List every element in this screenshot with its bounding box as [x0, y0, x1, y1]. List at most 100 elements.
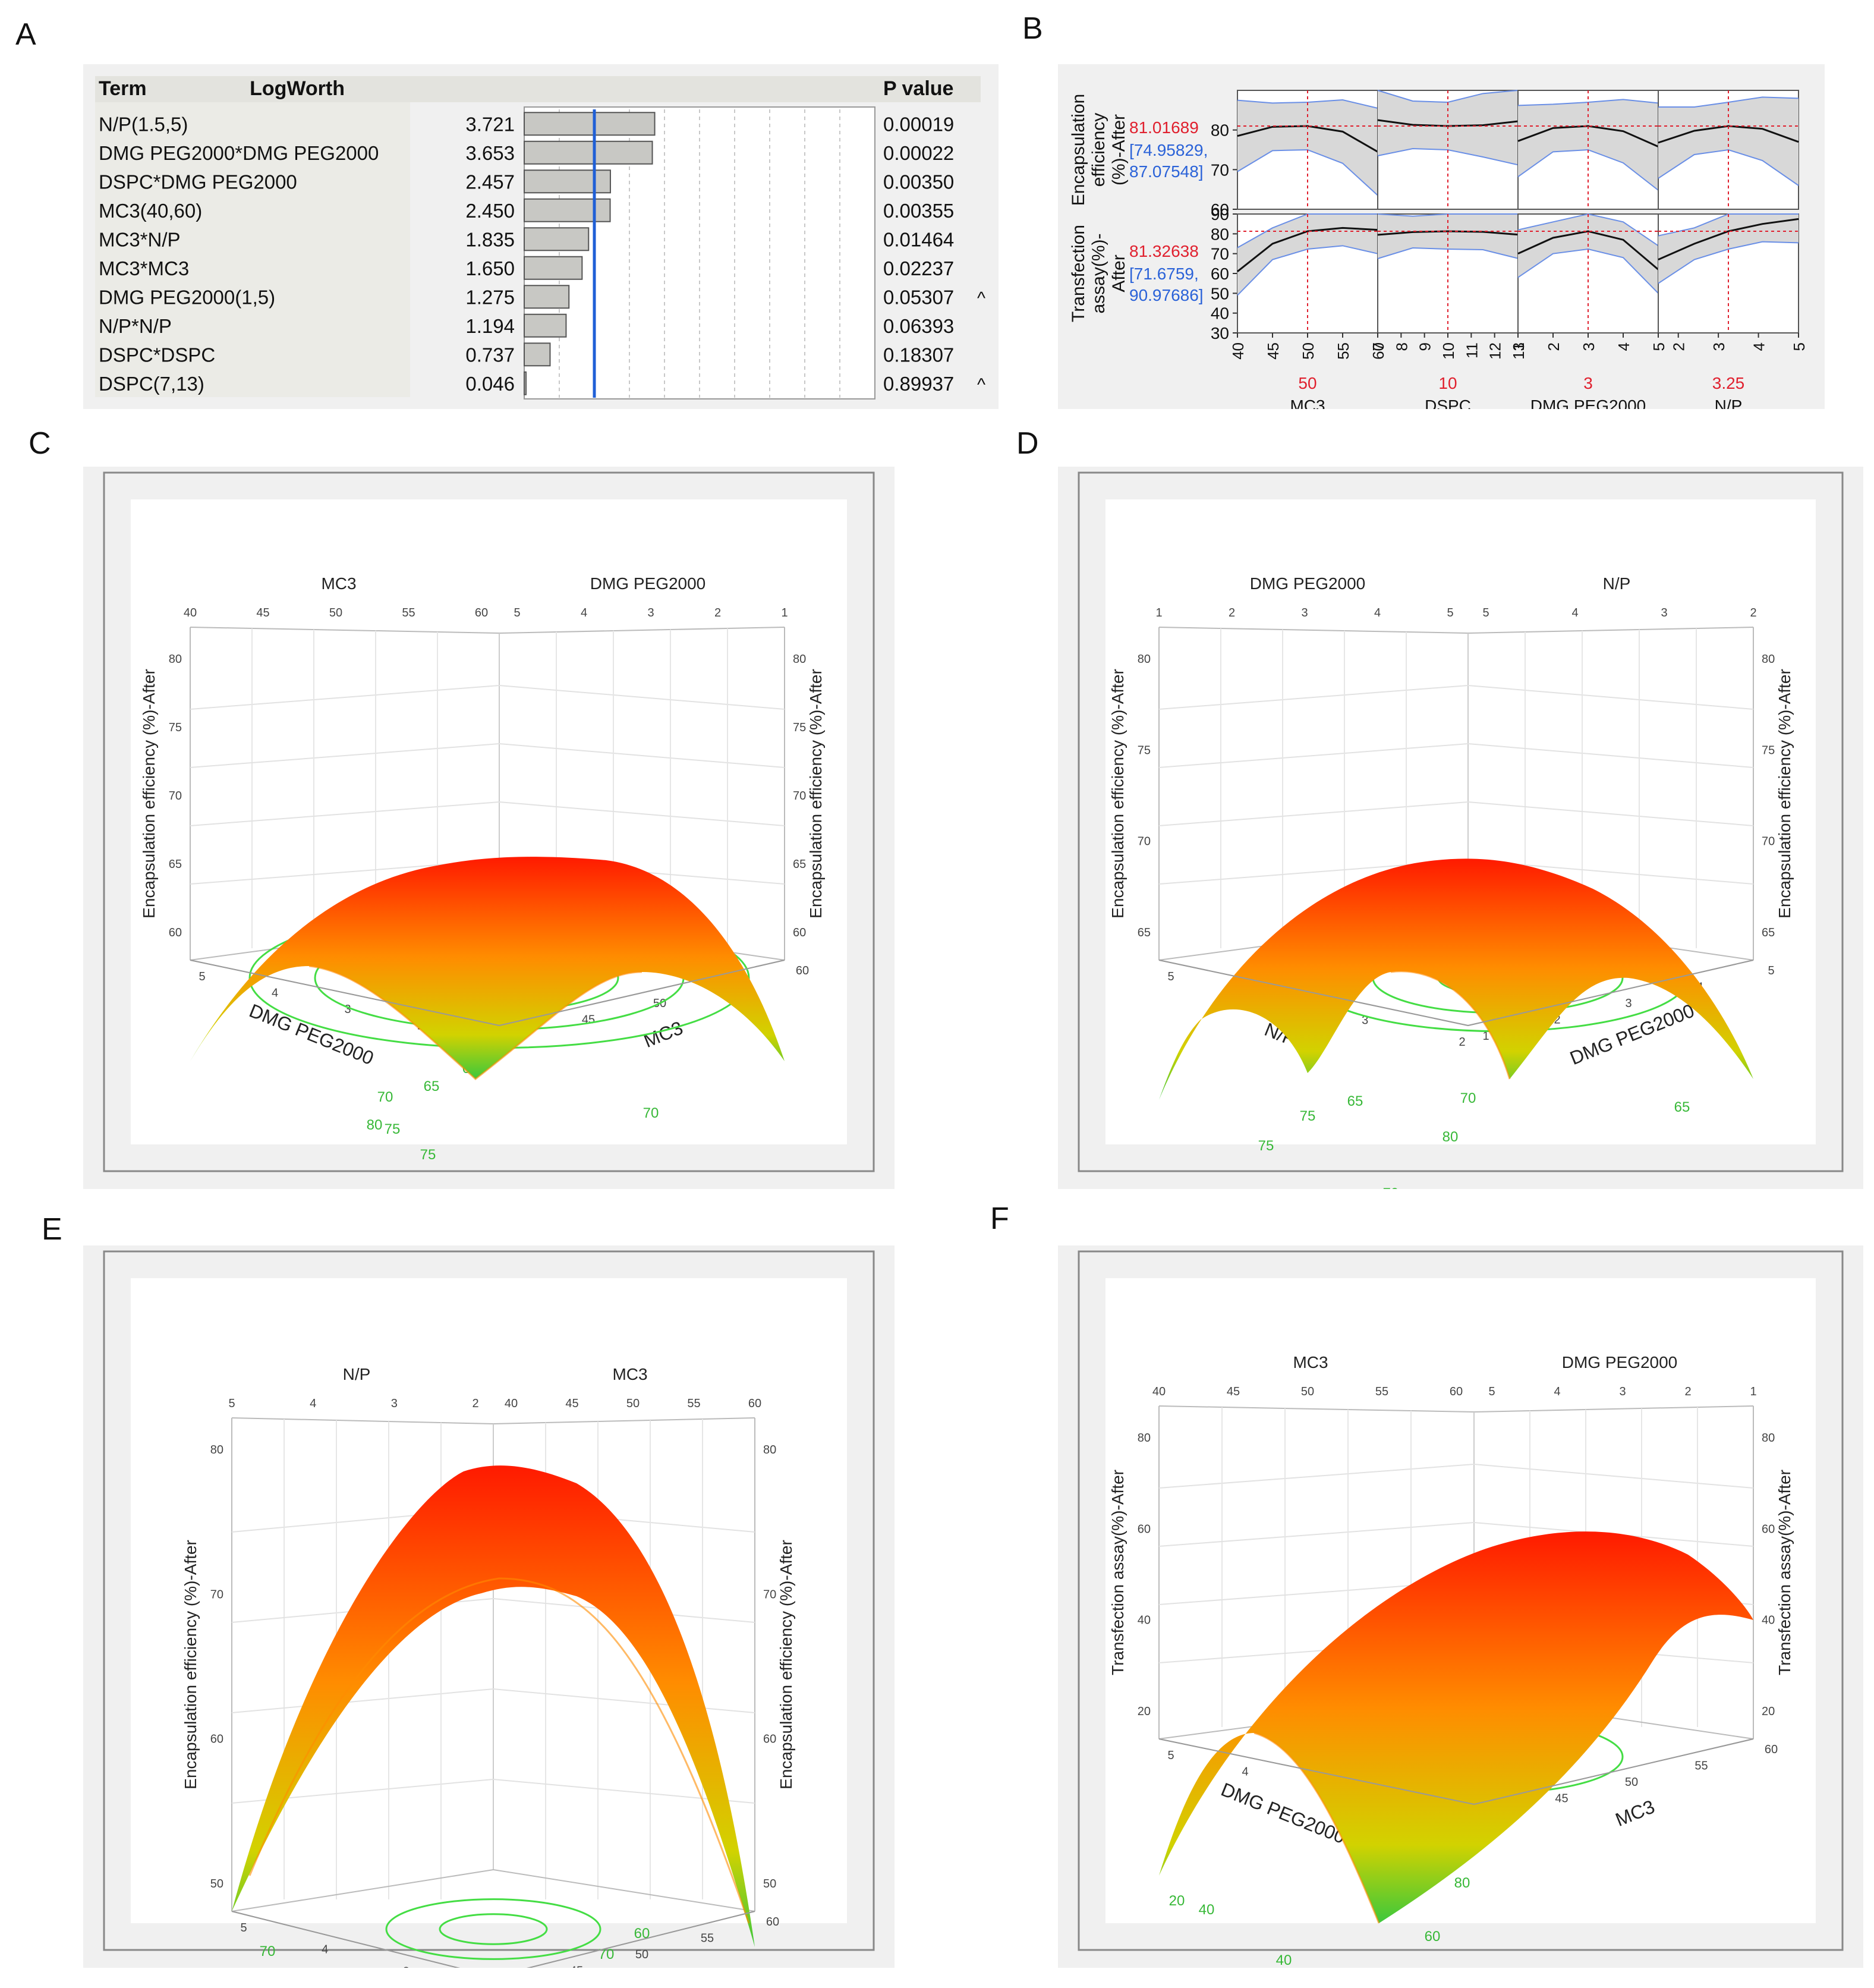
bottom-axis-tick: 2 [1459, 1036, 1465, 1049]
contour-label: 80 [367, 1117, 383, 1133]
contour-label: 70 [377, 1089, 393, 1105]
contour-label: 70 [1460, 1090, 1476, 1106]
top-axis-tick: 3 [647, 606, 654, 619]
significance-mark: ^ [977, 375, 985, 395]
x-tick-label: 13 [1510, 342, 1527, 360]
box-edge [1158, 1405, 1475, 1413]
logworth-bar [524, 371, 527, 395]
top-axis-tick: 1 [781, 606, 788, 619]
z-tick-label: 65 [1138, 926, 1151, 939]
z-tick-label: 70 [210, 1588, 223, 1601]
p-value: 0.06393 [883, 315, 954, 337]
z-tick-label: 80 [210, 1443, 223, 1457]
logworth-bar [524, 198, 611, 222]
z-tick-label: 80 [1762, 1432, 1775, 1445]
top-axis-tick: 60 [1450, 1385, 1463, 1398]
prediction-curve [1517, 230, 1659, 270]
contour-label: 70 [643, 1105, 659, 1121]
bottom-axis-tick: 5 [240, 1921, 247, 1934]
prediction-curve [1237, 227, 1378, 272]
logworth-value: 3.721 [465, 113, 515, 135]
bottom-axis-tick: 55 [1695, 1760, 1708, 1773]
logworth-bar [524, 140, 653, 165]
z-tick-label: 75 [793, 721, 806, 734]
confidence-interval: 87.07548] [1129, 162, 1204, 181]
top-axis-tick: 2 [714, 606, 721, 619]
x-tick-label: 4 [1615, 342, 1633, 351]
term-label: N/P*N/P [99, 315, 172, 337]
top-axis-tick: 2 [472, 1397, 478, 1410]
term-label: DSPC(7,13) [99, 373, 204, 395]
z-tick-label: 70 [169, 789, 182, 803]
logworth-value: 2.457 [465, 171, 515, 193]
floor-front-edge [526, 1911, 755, 1968]
top-axis-tick: 4 [310, 1397, 316, 1410]
p-value: 0.18307 [883, 344, 954, 366]
z-tick-label: 70 [793, 789, 806, 803]
wall-gridline [1467, 685, 1754, 710]
z-axis-title-left: Encapsulation efficiency (%)-After [181, 1540, 200, 1789]
term-label: DMG PEG2000*DMG PEG2000 [99, 142, 379, 164]
logworth-value: 1.835 [465, 228, 515, 250]
response-label-line: (%)-After [1109, 114, 1129, 185]
floor-front-edge [231, 1911, 461, 1968]
logworth-bar [524, 313, 567, 338]
term-label: MC3*N/P [99, 228, 181, 250]
wall-gridline [190, 801, 500, 826]
p-value: 0.05307 [883, 286, 954, 308]
top-axis-title-left: MC3 [1293, 1353, 1328, 1372]
logworth-value: 3.653 [465, 142, 515, 164]
top-axis-title-right: MC3 [612, 1365, 647, 1383]
top-axis-tick: 45 [256, 606, 269, 619]
surface-plot-f: 20 20 40 40 60 60 80 80 Transfection assay(%)-Af… [1058, 1245, 1863, 1968]
contour-label: 65 [1674, 1099, 1690, 1115]
z-tick-label: 75 [1762, 744, 1775, 757]
contour-label: 70 [1383, 1185, 1399, 1189]
z-tick-label: 20 [1138, 1705, 1151, 1718]
top-axis-tick: 55 [402, 606, 415, 619]
top-axis-tick: 50 [1301, 1385, 1314, 1398]
p-value: 0.01464 [883, 228, 954, 250]
floor-front-edge [1158, 1738, 1475, 1805]
surface-ridge [248, 1577, 750, 1924]
current-factor-value: 3 [1583, 374, 1593, 392]
wall-gridline [1473, 1464, 1754, 1489]
y-tick-label: 30 [1211, 324, 1229, 342]
contour-label: 80 [1442, 1129, 1459, 1145]
term-label: MC3*MC3 [99, 257, 189, 279]
term-label: DMG PEG2000(1,5) [99, 286, 275, 308]
logworth-table-chart: Term LogWorth P value N/P(1.5,5) 3.721 0.0001… [83, 64, 999, 409]
confidence-band [1237, 100, 1378, 196]
top-axis-tick: 40 [184, 606, 197, 619]
z-axis-title-right: Encapsulation efficiency (%)-After [1775, 669, 1794, 918]
x-tick-label: 2 [1670, 342, 1688, 351]
top-axis-tick: 5 [1482, 606, 1489, 619]
z-axis-title-left: Transfection assay(%)-After [1108, 1470, 1127, 1675]
band-lower-edge [1517, 248, 1659, 294]
top-axis-tick: 1 [1155, 606, 1162, 619]
bottom-axis-tick: 2 [1554, 1014, 1560, 1027]
contour-label: 40 [1199, 1902, 1215, 1918]
contour-label: 40 [1276, 1952, 1292, 1968]
response-surface [232, 1465, 755, 1947]
x-tick-label: 3 [1710, 342, 1728, 351]
factor-name: DSPC [1425, 397, 1471, 409]
response-label-line: After [1109, 254, 1129, 292]
box-edge [1158, 627, 1469, 634]
z-tick-label: 70 [1762, 835, 1775, 848]
p-value: 0.00019 [883, 113, 954, 135]
top-axis-tick: 50 [329, 606, 342, 619]
bottom-axis-tick: 3 [344, 1003, 351, 1016]
logworth-bar [524, 227, 590, 251]
z-tick-label: 80 [763, 1443, 776, 1457]
z-tick-label: 40 [1762, 1614, 1775, 1627]
wall-gridline [190, 743, 500, 768]
bottom-axis-tick: 50 [1625, 1776, 1638, 1789]
box-edge [190, 627, 500, 634]
contour-label: 70 [260, 1943, 276, 1959]
bottom-axis-tick: 50 [635, 1948, 648, 1961]
logworth-bar [524, 342, 551, 367]
top-axis-tick: 40 [1152, 1385, 1166, 1398]
